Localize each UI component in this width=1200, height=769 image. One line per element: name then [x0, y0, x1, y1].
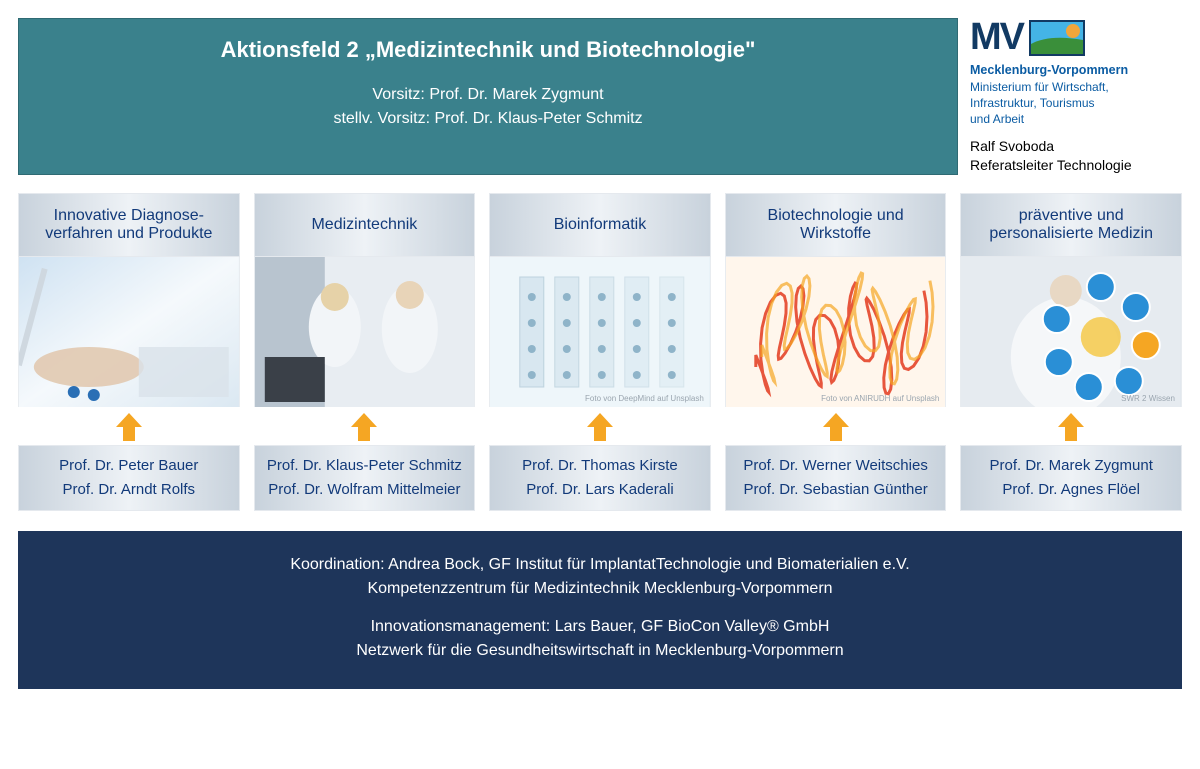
column-people: Prof. Dr. Werner WeitschiesProf. Dr. Seb…	[725, 445, 947, 511]
column-title: Medizintechnik	[254, 193, 476, 257]
person-name: Prof. Dr. Lars Kaderali	[526, 478, 674, 502]
person-name: Prof. Dr. Thomas Kirste	[522, 454, 678, 478]
column-title: präventive und personalisierte Medizin	[960, 193, 1182, 257]
contact-name: Ralf Svoboda	[970, 137, 1182, 156]
column-title: Bioinformatik	[489, 193, 711, 257]
column-image: Foto von ANIRUDH auf Unsplash	[725, 257, 947, 407]
image-credit: Foto von DeepMind auf Unsplash	[585, 394, 704, 403]
logo-state: Mecklenburg-Vorpommern	[970, 62, 1182, 79]
person-name: Prof. Dr. Klaus-Peter Schmitz	[267, 454, 462, 478]
arrow-up-icon	[351, 413, 377, 441]
columns-row: Innovative Diagnose- verfahren und Produ…	[18, 193, 1182, 511]
contact-role: Referatsleiter Technologie	[970, 156, 1182, 175]
column-0: Innovative Diagnose- verfahren und Produ…	[18, 193, 240, 511]
ministry-logo-block: MV Mecklenburg-Vorpommern Ministerium fü…	[970, 18, 1182, 175]
column-people: Prof. Dr. Marek ZygmuntProf. Dr. Agnes F…	[960, 445, 1182, 511]
mv-logo-text: MV	[970, 18, 1023, 56]
column-image	[254, 257, 476, 407]
arrow-wrap	[489, 407, 711, 445]
header-vice: stellv. Vorsitz: Prof. Dr. Klaus-Peter S…	[29, 107, 947, 131]
header-chair: Vorsitz: Prof. Dr. Marek Zygmunt	[29, 83, 947, 107]
footer-banner: Koordination: Andrea Bock, GF Institut f…	[18, 531, 1182, 689]
logo-contact: Ralf Svoboda Referatsleiter Technologie	[970, 137, 1182, 175]
footer-line2: Kompetenzzentrum für Medizintechnik Meck…	[38, 577, 1162, 601]
image-credit: Foto von ANIRUDH auf Unsplash	[821, 394, 939, 403]
person-name: Prof. Dr. Sebastian Günther	[743, 478, 927, 502]
column-people: Prof. Dr. Thomas KirsteProf. Dr. Lars Ka…	[489, 445, 711, 511]
logo-ministry-1: Ministerium für Wirtschaft,	[970, 79, 1182, 95]
mv-flag-icon	[1029, 20, 1085, 56]
column-3: Biotechnologie und Wirkstoffe Foto von A…	[725, 193, 947, 511]
person-name: Prof. Dr. Wolfram Mittelmeier	[268, 478, 460, 502]
arrow-wrap	[18, 407, 240, 445]
column-people: Prof. Dr. Klaus-Peter SchmitzProf. Dr. W…	[254, 445, 476, 511]
column-1: Medizintechnik Prof. Dr. Klaus-Peter Sch…	[254, 193, 476, 511]
column-title: Biotechnologie und Wirkstoffe	[725, 193, 947, 257]
arrow-up-icon	[587, 413, 613, 441]
column-title: Innovative Diagnose- verfahren und Produ…	[18, 193, 240, 257]
person-name: Prof. Dr. Werner Weitschies	[743, 454, 928, 478]
footer-line4: Netzwerk für die Gesundheitswirtschaft i…	[38, 639, 1162, 663]
arrow-up-icon	[116, 413, 142, 441]
column-4: präventive und personalisierte Medizin S…	[960, 193, 1182, 511]
person-name: Prof. Dr. Arndt Rolfs	[63, 478, 196, 502]
arrow-wrap	[254, 407, 476, 445]
column-image: Foto von DeepMind auf Unsplash	[489, 257, 711, 407]
arrow-wrap	[960, 407, 1182, 445]
column-2: Bioinformatik Foto von DeepMind auf Unsp…	[489, 193, 711, 511]
image-credit: SWR 2 Wissen	[1121, 394, 1175, 403]
logo-ministry-2: Infrastruktur, Tourismus	[970, 95, 1182, 111]
mv-logo: MV	[970, 18, 1182, 56]
footer-line1: Koordination: Andrea Bock, GF Institut f…	[38, 553, 1162, 577]
arrow-wrap	[725, 407, 947, 445]
column-image: SWR 2 Wissen	[960, 257, 1182, 407]
top-row: Aktionsfeld 2 „Medizintechnik und Biotec…	[18, 18, 1182, 175]
header-title: Aktionsfeld 2 „Medizintechnik und Biotec…	[29, 37, 947, 63]
arrow-up-icon	[823, 413, 849, 441]
person-name: Prof. Dr. Agnes Flöel	[1002, 478, 1140, 502]
footer-line3: Innovationsmanagement: Lars Bauer, GF Bi…	[38, 615, 1162, 639]
person-name: Prof. Dr. Marek Zygmunt	[989, 454, 1152, 478]
arrow-up-icon	[1058, 413, 1084, 441]
column-people: Prof. Dr. Peter BauerProf. Dr. Arndt Rol…	[18, 445, 240, 511]
header-banner: Aktionsfeld 2 „Medizintechnik und Biotec…	[18, 18, 958, 175]
column-image	[18, 257, 240, 407]
logo-ministry-3: und Arbeit	[970, 111, 1182, 127]
person-name: Prof. Dr. Peter Bauer	[59, 454, 198, 478]
